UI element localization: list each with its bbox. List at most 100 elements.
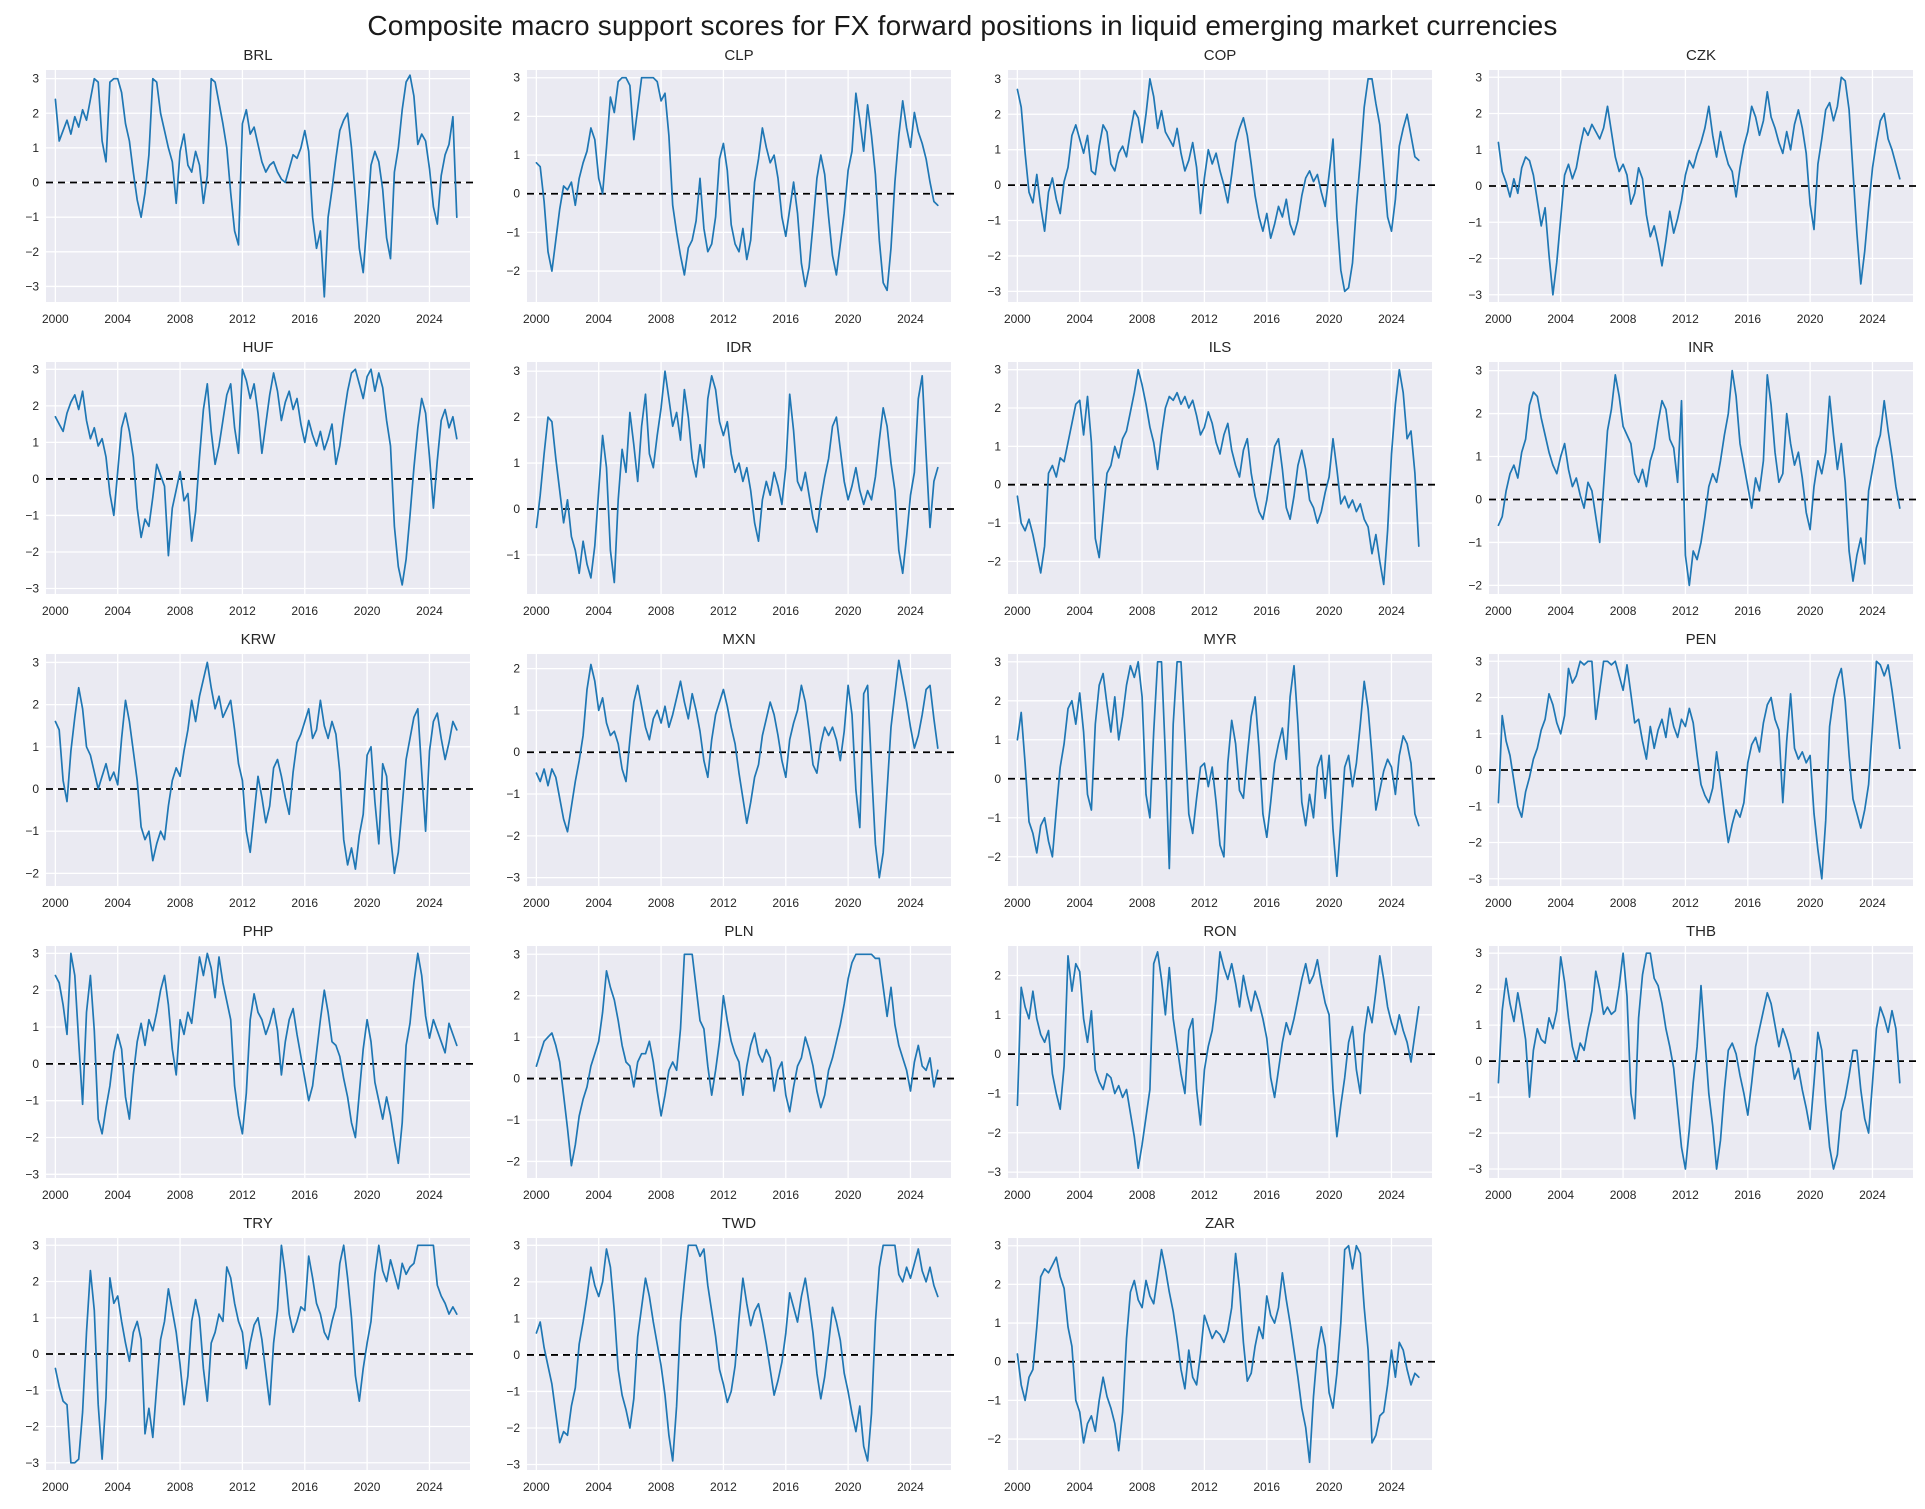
- x-tick-label: 2024: [416, 604, 443, 618]
- subplot-myr: MYR −2 −1 0 1 2 3 2000 2004 2008 2012 2016 2020 2024: [962, 628, 1443, 920]
- x-tick-label: 2000: [1004, 1480, 1031, 1494]
- y-tick-label: 1: [1475, 727, 1482, 741]
- panel-title: TWD: [722, 1215, 756, 1232]
- y-tick-label: 3: [994, 1239, 1001, 1253]
- y-tick-label: −2: [506, 829, 520, 843]
- x-tick-label: 2020: [1316, 1188, 1343, 1202]
- y-tick-label: 2: [994, 107, 1001, 121]
- x-tick-label: 2024: [897, 1480, 924, 1494]
- panel-title: IDR: [726, 339, 752, 356]
- y-tick-label: −2: [506, 1154, 520, 1168]
- y-tick-label: 2: [1475, 982, 1482, 996]
- y-tick-label: −3: [25, 1456, 39, 1470]
- x-tick-label: 2008: [167, 1480, 194, 1494]
- x-tick-label: 2000: [1004, 896, 1031, 910]
- y-tick-label: 3: [1475, 946, 1482, 960]
- x-tick-label: 2008: [1129, 1188, 1156, 1202]
- subplot-canvas-huf: HUF −3 −2 −1 0 1 2 3 2000 2004 2008 2012 2016 2020 202…: [25, 339, 476, 618]
- y-tick-label: −3: [25, 582, 39, 596]
- x-tick-label: 2012: [710, 604, 737, 618]
- x-tick-label: 2008: [1610, 604, 1637, 618]
- y-tick-label: −1: [987, 214, 1001, 228]
- y-tick-label: −3: [987, 1165, 1001, 1179]
- plot-background: [1008, 362, 1432, 594]
- x-tick-label: 2000: [523, 1480, 550, 1494]
- y-tick-label: 2: [32, 106, 39, 120]
- subplot-php: PHP −3 −2 −1 0 1 2 3 2000 2004 2008 2012 2016 2020 202…: [0, 920, 481, 1212]
- y-tick-label: 1: [513, 703, 520, 717]
- x-tick-label: 2016: [1253, 1480, 1280, 1494]
- x-tick-label: 2012: [710, 896, 737, 910]
- subplot-canvas-thb: THB −3 −2 −1 0 1 2 3 2000 2004 2008 2012 2016 2020 202…: [1468, 923, 1919, 1202]
- x-tick-label: 2016: [291, 896, 318, 910]
- y-tick-label: −1: [506, 225, 520, 239]
- y-tick-label: 1: [32, 1020, 39, 1034]
- x-tick-label: 2020: [1797, 604, 1824, 618]
- plot-background: [527, 70, 951, 302]
- y-tick-label: −2: [1468, 836, 1482, 850]
- x-tick-label: 2008: [648, 896, 675, 910]
- plot-background: [46, 946, 470, 1178]
- panel-title: CZK: [1686, 47, 1716, 64]
- y-tick-label: −1: [1468, 799, 1482, 813]
- x-tick-label: 2020: [1797, 312, 1824, 326]
- y-tick-label: 1: [1475, 450, 1482, 464]
- y-tick-label: 0: [32, 176, 39, 190]
- y-tick-label: 2: [994, 1277, 1001, 1291]
- x-tick-label: 2004: [585, 896, 612, 910]
- panel-title: INR: [1688, 339, 1714, 356]
- x-tick-label: 2024: [416, 312, 443, 326]
- x-tick-label: 2008: [648, 604, 675, 618]
- panel-title: COP: [1204, 47, 1237, 64]
- series-line-thb: [1497, 952, 1901, 1170]
- x-tick-label: 2016: [772, 312, 799, 326]
- x-tick-label: 2020: [354, 312, 381, 326]
- y-tick-label: 2: [513, 410, 520, 424]
- subplot-czk: CZK −3 −2 −1 0 1 2 3 2000 2004 2008 2012 2016 2020 202…: [1443, 44, 1924, 336]
- x-tick-label: 2012: [710, 1188, 737, 1202]
- x-tick-label: 2012: [229, 1480, 256, 1494]
- series-line-php: [54, 952, 458, 1165]
- x-tick-label: 2004: [1066, 1480, 1093, 1494]
- y-tick-label: −3: [506, 1458, 520, 1472]
- panel-title: RON: [1203, 923, 1236, 940]
- panel-title: THB: [1686, 923, 1716, 940]
- series-line-brl: [54, 74, 458, 298]
- subplot-canvas-myr: MYR −2 −1 0 1 2 3 2000 2004 2008 2012 2016 2020 2024: [987, 631, 1438, 910]
- x-tick-label: 2004: [104, 604, 131, 618]
- y-tick-label: 3: [32, 362, 39, 376]
- x-tick-label: 2000: [1485, 604, 1512, 618]
- x-tick-label: 2024: [1859, 896, 1886, 910]
- y-tick-label: 0: [1475, 763, 1482, 777]
- subplot-krw: KRW −2 −1 0 1 2 3 2000 2004 2008 2012 2016 2020 2024: [0, 628, 481, 920]
- y-tick-label: −2: [25, 866, 39, 880]
- x-tick-label: 2012: [1672, 896, 1699, 910]
- x-tick-label: 2000: [42, 604, 69, 618]
- x-tick-label: 2024: [416, 896, 443, 910]
- x-tick-label: 2016: [1734, 604, 1761, 618]
- y-tick-label: 3: [994, 655, 1001, 669]
- y-tick-label: 0: [1475, 179, 1482, 193]
- subplot-canvas-clp: CLP −2 −1 0 1 2 3 2000 2004 2008 2012 2016 2020 2024: [506, 47, 957, 326]
- x-tick-label: 2012: [229, 312, 256, 326]
- panel-title: PLN: [724, 923, 753, 940]
- series-line-try: [54, 1244, 458, 1464]
- y-tick-label: 3: [513, 947, 520, 961]
- y-tick-label: −1: [506, 1384, 520, 1398]
- x-tick-label: 2000: [1004, 604, 1031, 618]
- y-tick-label: 3: [32, 72, 39, 86]
- subplot-canvas-php: PHP −3 −2 −1 0 1 2 3 2000 2004 2008 2012 2016 2020 202…: [25, 923, 476, 1202]
- panel-title: PHP: [243, 923, 274, 940]
- y-tick-label: −2: [25, 1130, 39, 1144]
- y-tick-label: 1: [994, 1316, 1001, 1330]
- x-tick-label: 2016: [291, 312, 318, 326]
- x-tick-label: 2016: [1734, 896, 1761, 910]
- x-tick-label: 2024: [1378, 1480, 1405, 1494]
- x-tick-label: 2000: [1004, 1188, 1031, 1202]
- y-tick-label: −1: [506, 787, 520, 801]
- plot-background: [527, 362, 951, 594]
- x-tick-label: 2020: [1797, 896, 1824, 910]
- x-tick-label: 2012: [1672, 1188, 1699, 1202]
- y-tick-label: −1: [506, 1113, 520, 1127]
- subplot-canvas-cop: COP −3 −2 −1 0 1 2 3 2000 2004 2008 2012 2016 2020 202…: [987, 47, 1438, 326]
